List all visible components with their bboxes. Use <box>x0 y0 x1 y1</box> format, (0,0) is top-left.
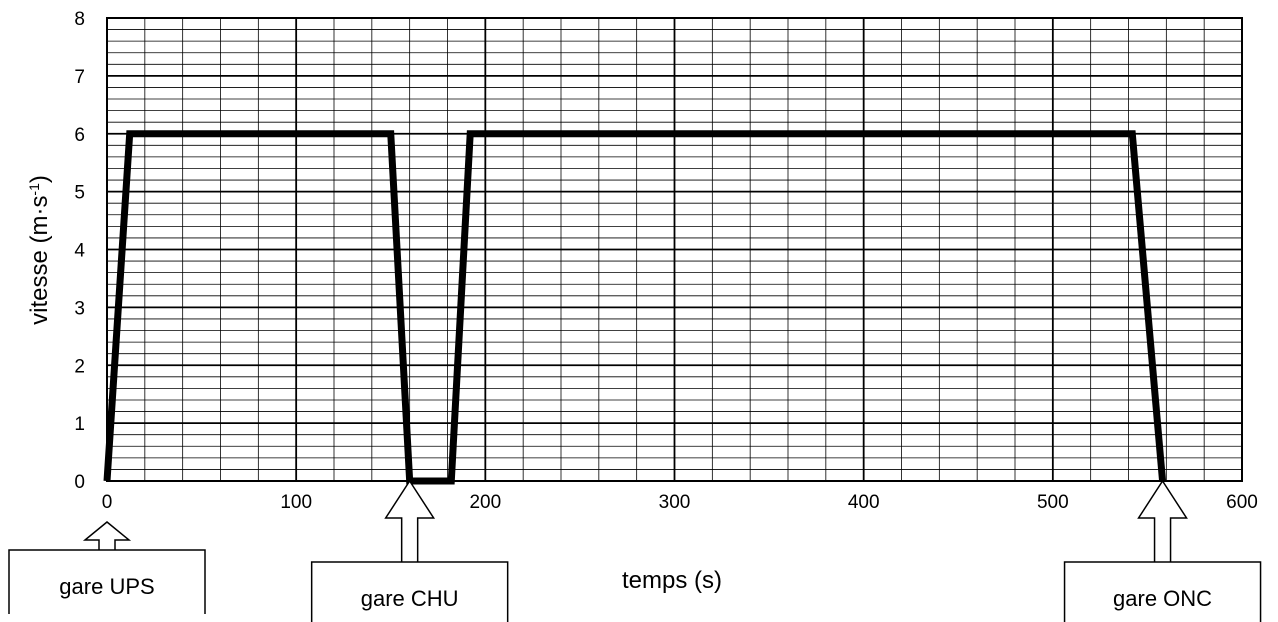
y-axis-title-main: vitesse (m·s <box>26 196 53 325</box>
station-label-box <box>310 561 509 622</box>
y-tick-label: 4 <box>74 241 85 262</box>
x-tick-label: 400 <box>848 492 880 513</box>
station-annotations: gare UPS gare CHU gare ONC <box>8 479 1262 622</box>
x-tick-label: 500 <box>1037 492 1069 513</box>
x-tick-label: 600 <box>1226 492 1258 513</box>
up-arrow-icon <box>1137 479 1188 564</box>
x-tick-label: 0 <box>102 492 113 513</box>
y-tick-label: 5 <box>74 183 85 204</box>
y-tick-label: 7 <box>74 67 85 88</box>
data-point <box>450 480 452 482</box>
data-point <box>129 133 131 135</box>
station-annotation: gare UPS <box>8 521 206 614</box>
up-arrow-icon <box>384 479 436 564</box>
x-tick-label: 300 <box>659 492 691 513</box>
y-tick-label: 8 <box>74 9 85 30</box>
y-tick-label: 0 <box>74 472 85 493</box>
data-point <box>469 133 471 135</box>
data-point <box>106 480 108 482</box>
y-axis-title-sup: -1 <box>26 183 42 196</box>
station-label-box <box>1063 561 1262 622</box>
y-tick-label: 1 <box>74 414 85 435</box>
x-axis-title: temps (s) <box>622 567 722 594</box>
station-annotation: gare ONC <box>1063 479 1262 622</box>
y-tick-label: 3 <box>74 298 85 319</box>
y-tick-labels: 0 1 2 3 4 5 6 7 8 <box>74 9 85 493</box>
plot-frame <box>106 17 1243 482</box>
station-annotation: gare CHU <box>310 479 509 622</box>
y-tick-label: 2 <box>74 356 85 377</box>
station-label: gare UPS <box>59 574 154 599</box>
up-arrow-icon <box>82 521 132 552</box>
data-point <box>390 133 392 135</box>
x-tick-label: 200 <box>469 492 501 513</box>
y-axis-title: vitesse (m·s-1) <box>26 175 53 325</box>
speed-series-line <box>103 130 1167 485</box>
y-axis-title-close: ) <box>26 175 53 183</box>
station-label-box <box>8 549 206 614</box>
station-label: gare ONC <box>1113 586 1212 611</box>
x-tick-label: 100 <box>280 492 312 513</box>
x-tick-labels: 0 100 200 300 400 500 600 <box>102 492 1258 513</box>
y-tick-label: 6 <box>74 125 85 146</box>
station-label: gare CHU <box>361 586 459 611</box>
data-point <box>1131 133 1133 135</box>
